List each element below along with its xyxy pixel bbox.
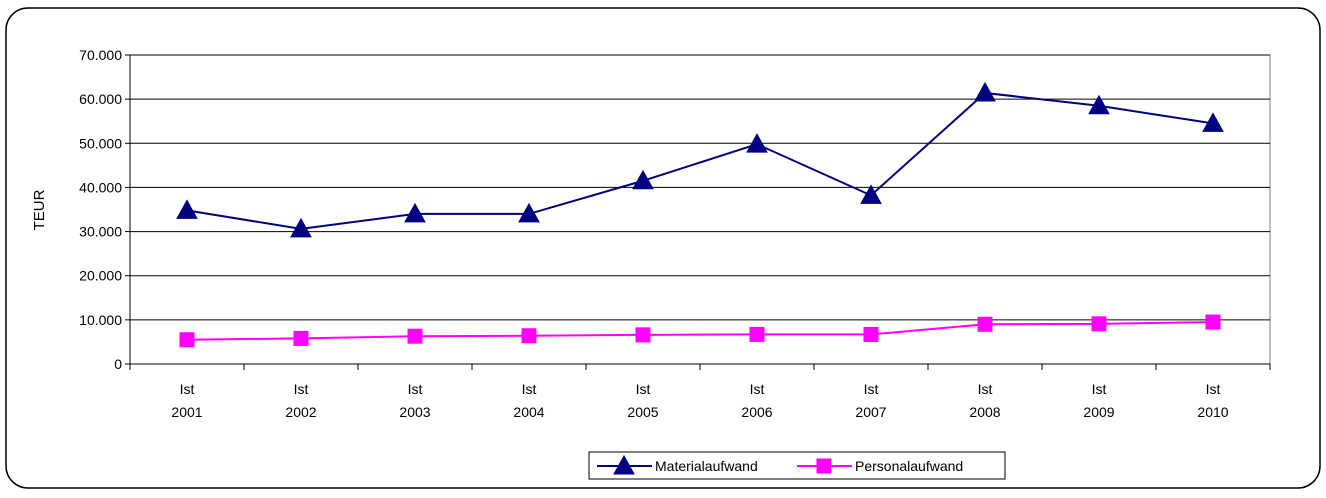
x-tick-label: Ist xyxy=(180,381,195,397)
x-tick-label: Ist xyxy=(1092,381,1107,397)
y-tick-label: 10.000 xyxy=(79,312,122,328)
x-tick-label: Ist xyxy=(408,381,423,397)
data-point xyxy=(521,328,537,344)
x-tick-label: Ist xyxy=(1206,381,1221,397)
legend-square-marker xyxy=(816,458,832,474)
legend-label: Personalaufwand xyxy=(855,458,963,474)
y-axis-title: TEUR xyxy=(31,189,48,230)
data-point xyxy=(1088,94,1110,115)
x-tick-labels: Ist 2001 Ist 2002 Ist 2003 Ist 2004 Ist 2005 Ist 20… xyxy=(171,381,1228,420)
x-tick-label: Ist xyxy=(978,381,993,397)
legend-label: Materialaufwand xyxy=(655,458,758,474)
x-tick-label: Ist xyxy=(294,381,309,397)
y-tick-labels: 0 10.000 20.000 30.000 40.000 50.000 60.000 70.… xyxy=(79,47,122,372)
data-point xyxy=(635,327,651,343)
series-materialaufwand xyxy=(176,81,1224,238)
y-tick-label: 60.000 xyxy=(79,91,122,107)
axes xyxy=(125,54,1271,370)
data-point xyxy=(1205,314,1221,330)
data-point xyxy=(290,217,312,238)
x-tick-label: 2006 xyxy=(741,404,772,420)
x-tick-label: Ist xyxy=(864,381,879,397)
series-personalaufwand xyxy=(179,314,1221,348)
data-point xyxy=(863,326,879,342)
gridlines xyxy=(130,54,1270,321)
x-tick-label: 2005 xyxy=(627,404,658,420)
x-tick-label: 2009 xyxy=(1083,404,1114,420)
data-point xyxy=(632,169,654,190)
data-point xyxy=(860,184,882,204)
data-point xyxy=(1202,112,1224,132)
y-tick-label: 50.000 xyxy=(79,135,122,151)
x-tick-label: Ist xyxy=(750,381,765,397)
x-tick-label: 2003 xyxy=(399,404,430,420)
x-tick-label: 2001 xyxy=(171,404,202,420)
data-point xyxy=(974,81,996,102)
y-tick-label: 30.000 xyxy=(79,224,122,240)
x-tick-label: 2008 xyxy=(969,404,1000,420)
x-tick-label: 2004 xyxy=(513,404,544,420)
data-point xyxy=(1091,316,1107,332)
data-point xyxy=(176,199,198,219)
x-tick-label: Ist xyxy=(636,381,651,397)
series-line xyxy=(186,91,1214,230)
y-tick-label: 0 xyxy=(114,356,122,372)
data-point xyxy=(293,330,309,346)
legend-triangle-marker xyxy=(613,454,635,475)
x-tick-label: 2002 xyxy=(285,404,316,420)
y-tick-label: 70.000 xyxy=(79,47,122,63)
x-tick-label: 2007 xyxy=(855,404,886,420)
data-point xyxy=(518,202,540,223)
x-tick-label: Ist xyxy=(522,381,537,397)
y-tick-label: 40.000 xyxy=(79,179,122,195)
data-point xyxy=(749,326,765,342)
legend: Materialaufwand Personalaufwand xyxy=(588,451,1006,480)
y-tick-label: 20.000 xyxy=(79,268,122,284)
data-point xyxy=(404,202,426,223)
series xyxy=(176,81,1224,348)
data-point xyxy=(977,316,993,332)
x-tick-label: 2010 xyxy=(1197,404,1228,420)
data-point xyxy=(179,332,195,348)
data-point xyxy=(407,328,423,344)
plot-area xyxy=(129,54,1271,365)
series-line xyxy=(186,321,1214,341)
data-point xyxy=(746,133,768,153)
